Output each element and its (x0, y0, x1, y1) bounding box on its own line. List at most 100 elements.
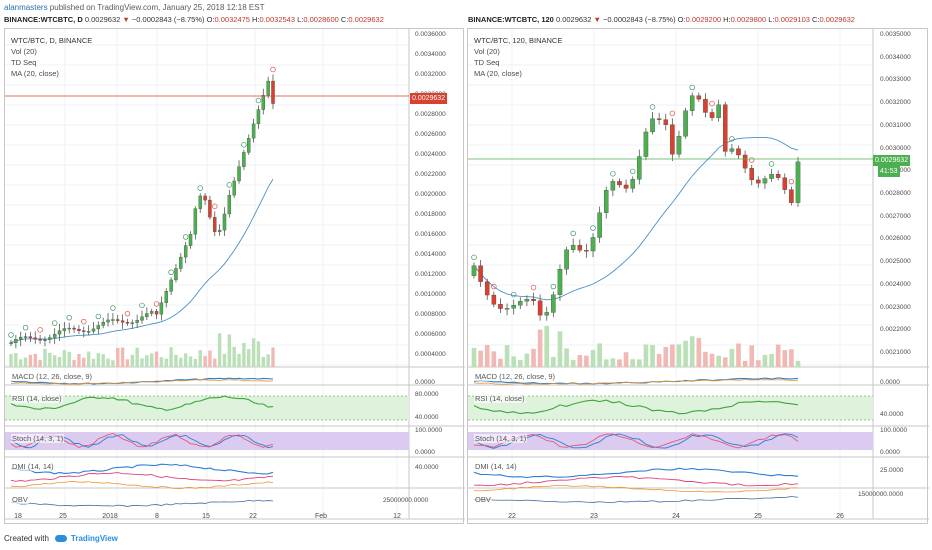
legend-volume[interactable]: Vol (20) (11, 47, 37, 56)
td-seq-marker (37, 327, 43, 333)
candle-body (590, 237, 596, 252)
volume-bar (23, 357, 28, 367)
tradingview-logo-icon[interactable] (54, 535, 67, 543)
volume-bar (183, 353, 188, 367)
candle-body (570, 245, 576, 250)
volume-bar (247, 348, 251, 367)
td-seq-marker (768, 161, 775, 167)
right-macd-label[interactable]: MACD (12, 26, close, 9) (474, 372, 557, 381)
candle-body (676, 136, 682, 155)
right-symbol-header: BINANCE:WTCBTC, 120 0.0029632 ▼ −0.00028… (468, 15, 855, 24)
volume-bar (150, 353, 154, 367)
candle-body (52, 333, 57, 338)
left-symbol[interactable]: BINANCE:WTCBTC, D (4, 15, 83, 24)
td-seq-marker (709, 100, 715, 107)
td-seq-marker (110, 305, 116, 311)
legend-ma[interactable]: MA (20, close) (474, 69, 522, 78)
legend-title[interactable]: WTC/BTC, D, BINANCE (11, 36, 93, 45)
time-tick-label: 24 (672, 513, 680, 520)
volume-bar (256, 341, 261, 367)
volume-bar (164, 358, 168, 367)
price-tick-label: 0.0034000 (415, 51, 446, 58)
volume-bar (524, 353, 530, 367)
candle-body (762, 178, 768, 184)
candle-body (722, 104, 728, 152)
candle-body (696, 95, 702, 100)
legend-tdseq[interactable]: TD Seq (11, 58, 37, 67)
price-tick-label: 0.0022000 (880, 326, 911, 334)
td-seq-marker (570, 230, 576, 237)
volume-bar (537, 329, 543, 367)
price-tick-label: 0.0026000 (880, 235, 911, 243)
left-obv-axis: 25000000.0000 (383, 497, 429, 504)
volume-bar (729, 348, 735, 367)
legend-title[interactable]: WTC/BTC, 120, BINANCE (474, 36, 563, 45)
legend-tdseq[interactable]: TD Seq (474, 58, 500, 67)
left-stoch-label[interactable]: Stoch (14, 3, 1) (11, 434, 65, 443)
time-tick-label: 12 (393, 513, 401, 520)
time-tick-label: 22 (249, 513, 257, 520)
volume-bar (557, 331, 563, 367)
td-seq-marker (255, 97, 262, 104)
volume-bar (227, 334, 232, 367)
td-seq-marker (8, 332, 14, 338)
volume-bar (237, 353, 241, 367)
left-dmi-label[interactable]: DMI (14, 14) (11, 462, 55, 471)
candle-body (683, 110, 688, 137)
right-rsi-label[interactable]: RSI (14, close) (474, 394, 526, 403)
td-seq-marker (95, 313, 102, 320)
author-link[interactable]: alanmasters (4, 3, 48, 12)
adx-line (10, 481, 274, 490)
volume-bar (217, 333, 222, 367)
volume-bar (749, 345, 755, 367)
left-macd-label[interactable]: MACD (12, 26, close, 9) (11, 372, 94, 381)
time-tick-label: 25 (754, 513, 762, 520)
price-tick-label: 0.0030000 (880, 144, 911, 152)
left-chart-panel[interactable]: WTC/BTC, D, BINANCE Vol (20) TD Seq MA (… (4, 28, 465, 525)
candle-body (716, 104, 721, 118)
candle-body (86, 331, 91, 333)
volume-bar (683, 340, 688, 367)
time-tick-label: 25 (59, 513, 67, 520)
right-symbol[interactable]: BINANCE:WTCBTC, 120 (468, 15, 554, 24)
price-tick-label: 0.0032000 (880, 99, 911, 107)
candle-body (703, 98, 708, 113)
right-dmi-label[interactable]: DMI (14, 14) (474, 462, 518, 471)
candle-body (130, 322, 134, 324)
candle-body (484, 281, 490, 296)
obv-line (473, 495, 799, 504)
volume-bar (643, 344, 649, 367)
left-obv-label[interactable]: OBV (11, 495, 29, 504)
volume-bar (101, 354, 105, 367)
volume-bar (504, 345, 510, 367)
left-chart-canvas[interactable] (5, 29, 465, 525)
volume-bar (242, 342, 246, 367)
td-seq-marker (689, 84, 695, 91)
left-last-price-tag: 0.0029632 (410, 93, 448, 104)
left-rsi-label[interactable]: RSI (14, close) (11, 394, 63, 403)
volume-bar (636, 359, 642, 367)
volume-bar (135, 347, 139, 367)
td-seq-marker (590, 225, 596, 231)
publish-text: published on TradingView.com, January 25… (47, 3, 265, 12)
candle-body (111, 319, 115, 321)
right-obv-label[interactable]: OBV (474, 495, 492, 504)
legend-volume[interactable]: Vol (20) (474, 47, 500, 56)
price-tick-label: 0.0004000 (415, 351, 446, 358)
right-chart-panel[interactable]: WTC/BTC, 120, BINANCE Vol (20) TD Seq MA… (467, 28, 929, 525)
candle-body (251, 123, 256, 139)
candle-body (14, 339, 18, 343)
tradingview-brand-link[interactable]: TradingView (70, 534, 118, 543)
td-seq-marker (139, 302, 145, 309)
volume-bar (193, 358, 198, 367)
right-stoch-label[interactable]: Stoch (14, 3, 1) (474, 434, 528, 443)
candle-body (116, 319, 120, 321)
macd-signal-line (10, 379, 274, 385)
right-chart-canvas[interactable] (468, 29, 929, 525)
candle-body (524, 298, 530, 302)
price-tick-label: 0.0028000 (415, 111, 446, 118)
volume-bar (9, 354, 13, 367)
candle-body (756, 179, 761, 184)
legend-ma[interactable]: MA (20, close) (11, 69, 59, 78)
candle-body (242, 152, 246, 167)
